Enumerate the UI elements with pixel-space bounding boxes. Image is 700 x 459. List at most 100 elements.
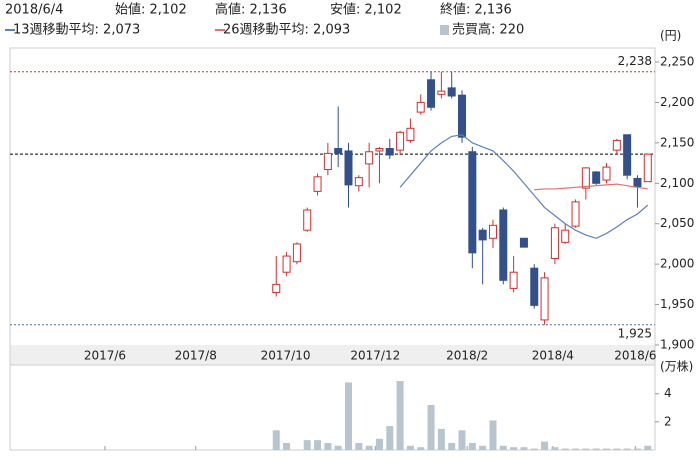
y-tick-label: 2,050 — [660, 216, 694, 230]
volume-bar — [427, 404, 435, 450]
candle-body — [427, 79, 436, 108]
reference-label: 1,925 — [618, 326, 652, 340]
volume-bar — [458, 430, 466, 450]
y-tick-label: 2,150 — [660, 135, 694, 149]
candle-body — [643, 153, 652, 183]
candle-body — [602, 166, 611, 181]
candle-body — [561, 229, 570, 243]
candle-body — [437, 90, 446, 95]
legend-swatch — [440, 25, 449, 35]
volume-bar — [468, 442, 476, 450]
candle-body — [447, 87, 456, 97]
candle-body — [303, 209, 312, 231]
volume-bar — [520, 447, 528, 450]
volume-bar — [365, 445, 373, 450]
x-tick-label: 2017/10 — [261, 349, 311, 363]
volume-bar — [633, 448, 641, 450]
legend-label: 26週移動平均: 2,093 — [223, 23, 350, 38]
header-date: 2018/6/4 — [5, 3, 63, 18]
volume-bar — [541, 441, 549, 450]
volume-unit: (万株) — [660, 359, 693, 374]
header-close: 終値: 2,136 — [440, 2, 512, 18]
volume-bar — [479, 445, 487, 450]
candle-body — [468, 151, 477, 254]
candle-body — [530, 267, 539, 306]
volume-bar — [437, 428, 445, 450]
x-tick-label: 2017/12 — [350, 349, 400, 363]
volume-bar — [613, 448, 621, 450]
header-high: 高値: 2,136 — [215, 2, 287, 18]
candle-body — [313, 176, 322, 192]
legend-label: 売買高: 220 — [452, 22, 524, 38]
candle-body — [592, 171, 601, 184]
candle-body — [550, 227, 559, 259]
volume-bar — [386, 426, 394, 450]
candle-body — [406, 127, 415, 141]
volume-bar — [551, 447, 559, 450]
volume-tick-label: 4 — [664, 386, 672, 400]
y-tick-label: 2,250 — [660, 55, 694, 69]
candle-body — [540, 277, 549, 321]
x-tick-label: 2017/6 — [84, 349, 126, 363]
volume-bar — [623, 448, 631, 450]
x-tick-label: 2018/6 — [614, 349, 656, 363]
price-unit: (円) — [660, 29, 681, 43]
candle-body — [282, 255, 291, 273]
candle-body — [416, 101, 425, 113]
volume-bar — [592, 448, 600, 450]
volume-bar — [324, 442, 332, 450]
volume-bar — [530, 448, 538, 450]
reference-label: 2,238 — [618, 54, 652, 68]
volume-bar — [417, 447, 425, 450]
volume-bar — [489, 420, 497, 450]
volume-bar — [272, 430, 280, 450]
volume-bar — [355, 442, 363, 450]
candle-body — [581, 167, 590, 189]
candle-body — [499, 209, 508, 281]
moving-average-line — [399, 134, 649, 239]
candle-body — [488, 224, 497, 239]
candle-body — [354, 177, 363, 187]
header-low: 安値: 2,102 — [330, 2, 402, 18]
volume-bar — [448, 442, 456, 450]
legend-label: 13週移動平均: 2,073 — [13, 23, 140, 38]
plot-frame — [9, 47, 656, 451]
volume-bar — [406, 445, 414, 450]
volume-bar — [602, 448, 610, 450]
x-tick-label: 2017/8 — [175, 349, 217, 363]
candle-body — [623, 134, 632, 176]
volume-bar — [582, 448, 590, 450]
x-tick-label: 2018/4 — [532, 349, 574, 363]
y-tick-label: 2,100 — [660, 176, 694, 190]
candle-body — [519, 237, 528, 248]
candle-body — [323, 152, 332, 171]
candle-body — [633, 177, 642, 188]
candle-body — [272, 283, 281, 293]
candle-body — [612, 139, 621, 151]
volume-bar — [344, 382, 352, 450]
y-tick-label: 1,900 — [660, 338, 694, 352]
candle-body — [571, 201, 580, 227]
date-band — [10, 345, 655, 365]
candle-body — [385, 148, 394, 156]
volume-bar — [644, 445, 652, 450]
volume-bar — [510, 447, 518, 450]
volume-bar — [572, 448, 580, 450]
volume-bar — [561, 448, 569, 450]
candle-body — [292, 243, 301, 263]
candle-body — [344, 150, 353, 186]
y-tick-label: 2,200 — [660, 95, 694, 109]
x-tick-label: 2018/2 — [446, 349, 488, 363]
volume-bar — [303, 440, 311, 450]
candle-body — [375, 148, 384, 152]
volume-tick-label: 2 — [664, 414, 672, 428]
volume-bar — [396, 381, 404, 450]
volume-bar — [375, 438, 383, 450]
candle-body — [458, 94, 467, 138]
y-tick-label: 2,000 — [660, 257, 694, 271]
candle-body — [509, 271, 518, 289]
volume-bar — [334, 445, 342, 450]
y-tick-label: 1,950 — [660, 297, 694, 311]
volume-bar — [314, 440, 322, 450]
